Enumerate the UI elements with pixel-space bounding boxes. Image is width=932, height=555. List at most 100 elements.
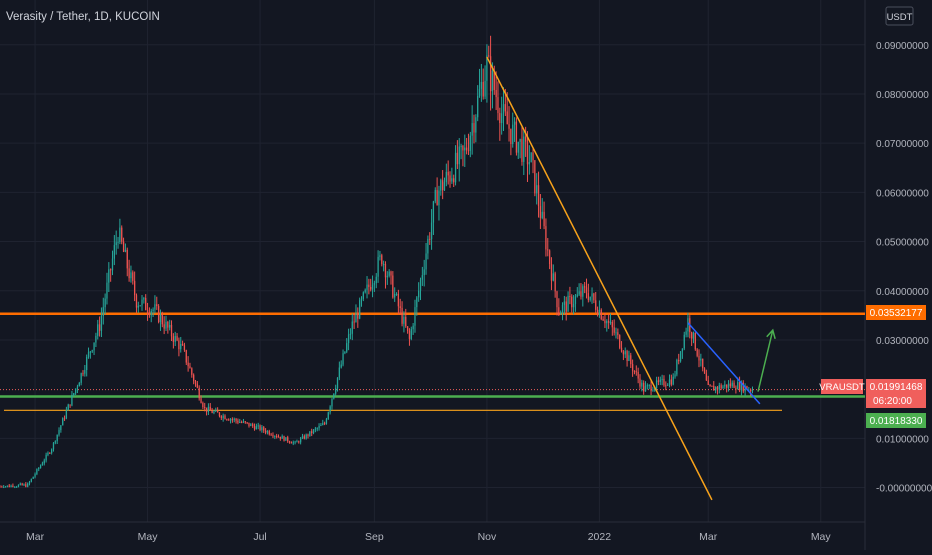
candle-body xyxy=(661,378,663,380)
candle-body xyxy=(335,388,337,394)
candle-body xyxy=(263,427,265,431)
candle-body xyxy=(12,485,14,488)
candle-body xyxy=(506,111,508,125)
candle-body xyxy=(563,301,566,305)
candle-body xyxy=(373,283,376,285)
candle-body xyxy=(576,294,578,297)
candle-body xyxy=(665,385,667,387)
candle-body xyxy=(38,468,40,470)
candle-body xyxy=(477,95,479,118)
candle-body xyxy=(740,382,743,391)
x-tick-label: May xyxy=(811,531,832,543)
candle-body xyxy=(510,128,512,145)
candle-body xyxy=(355,313,357,323)
candle-body xyxy=(690,332,693,339)
candle-body xyxy=(220,416,222,419)
candle-body xyxy=(384,263,387,278)
candle-body xyxy=(21,483,23,486)
candle-body xyxy=(156,304,158,307)
candle-body xyxy=(718,385,720,390)
y-tick-label: 0.01000000 xyxy=(876,434,929,445)
candle-body xyxy=(469,135,471,151)
candle-body xyxy=(279,436,281,439)
candle-body xyxy=(327,412,329,420)
candle-body xyxy=(744,386,746,392)
candle-body xyxy=(465,147,468,151)
candle-body xyxy=(78,382,80,387)
candle-body xyxy=(521,139,523,162)
time-axis[interactable]: Mar May Jul Sep Nov 2022 Mar May xyxy=(26,531,831,543)
support-badge-bg xyxy=(866,413,926,428)
candle-body xyxy=(628,355,630,362)
candle-body xyxy=(172,336,175,342)
candle-body xyxy=(207,406,210,412)
candle-body xyxy=(567,295,569,312)
candle-body xyxy=(198,387,200,399)
candle-body xyxy=(0,486,1,488)
candle-body xyxy=(593,293,595,301)
candle-body xyxy=(401,307,403,324)
candle-body xyxy=(63,418,66,420)
candle-body xyxy=(676,359,678,375)
candle-body xyxy=(650,385,652,392)
candle-body xyxy=(668,379,671,385)
candle-body xyxy=(440,180,442,191)
candle-body xyxy=(14,487,16,489)
candle-body xyxy=(729,383,732,387)
resistance-price-label: 0.03532177 xyxy=(870,308,923,319)
candle-body xyxy=(698,355,700,361)
candle-body xyxy=(139,305,141,307)
currency-button[interactable]: USDT xyxy=(885,6,914,26)
price-axis[interactable]: 0.09000000 0.08000000 0.07000000 0.06000000… xyxy=(876,41,932,495)
candle-body xyxy=(323,423,326,425)
candle-body xyxy=(47,452,49,455)
candle-body xyxy=(222,415,224,419)
candle-body xyxy=(709,385,711,387)
candle-body xyxy=(340,364,342,368)
candle-body xyxy=(530,152,532,163)
candle-body xyxy=(215,410,217,412)
candle-body xyxy=(202,402,204,408)
candle-body xyxy=(154,304,156,310)
candle-body xyxy=(471,123,473,136)
candle-body xyxy=(213,411,215,413)
candle-body xyxy=(475,117,477,133)
candle-body xyxy=(550,264,553,281)
candle-body xyxy=(678,359,680,362)
symbol-badge-bg xyxy=(821,379,863,394)
candle-body xyxy=(609,321,612,323)
candle-body xyxy=(261,427,263,430)
candle-body xyxy=(25,484,27,487)
candle-body xyxy=(626,351,628,362)
candle-body xyxy=(539,206,542,218)
candle-body xyxy=(624,351,626,355)
candle-body xyxy=(639,378,641,387)
candle-body xyxy=(631,364,634,371)
y-tick-label: 0.06000000 xyxy=(876,188,929,199)
candle-body xyxy=(65,410,68,419)
candle-body xyxy=(228,419,230,421)
candle-body xyxy=(462,145,464,151)
currency-button-frame xyxy=(885,6,914,26)
candle-body xyxy=(646,385,649,387)
candle-body xyxy=(351,321,353,334)
candle-body xyxy=(270,434,272,436)
candle-body xyxy=(412,325,414,330)
candle-body xyxy=(716,387,719,390)
candle-body xyxy=(194,381,197,384)
candle-body xyxy=(430,222,433,240)
candle-body xyxy=(318,425,320,429)
candle-body xyxy=(751,390,754,392)
candle-body xyxy=(748,389,750,391)
candle-body xyxy=(447,171,449,176)
candle-body xyxy=(150,310,152,316)
candle-body xyxy=(159,314,162,323)
candle-body xyxy=(329,406,331,413)
candle-body xyxy=(124,249,127,252)
candle-body xyxy=(602,319,604,321)
candle-body xyxy=(347,334,350,344)
candle-body xyxy=(486,55,488,81)
x-tick-label: Nov xyxy=(478,531,497,543)
